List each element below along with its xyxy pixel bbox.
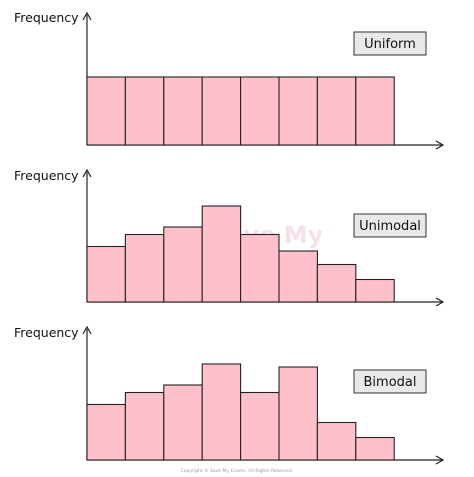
distribution-tag: Bimodal	[364, 375, 417, 390]
y-axis-label: Frequency	[14, 168, 79, 183]
bar-2	[124, 391, 165, 461]
bar-8	[355, 278, 395, 303]
copyright-text: Copyright © Save My Exams. All Rights Re…	[181, 467, 294, 474]
bars	[86, 205, 395, 303]
unimodal-histogram: Frequency Unimodal	[14, 168, 445, 307]
y-axis-label: Frequency	[14, 325, 79, 340]
distribution-tag-box	[353, 369, 427, 394]
bar-6	[278, 366, 318, 461]
y-axis-arrow-icon	[82, 11, 92, 21]
distribution-tag: Unimodal	[359, 219, 421, 234]
bar-1	[86, 245, 126, 303]
distribution-tag: Uniform	[364, 37, 416, 52]
bar-3	[163, 76, 203, 146]
y-axis-label: Frequency	[14, 10, 79, 25]
bar-5	[240, 76, 280, 146]
bar-5	[240, 391, 280, 461]
bimodal-histogram: Frequency Bimodal	[14, 325, 445, 465]
bar-2	[124, 233, 165, 303]
bars	[86, 363, 395, 461]
distribution-tag-box	[353, 213, 427, 238]
x-axis-arrow-icon	[435, 297, 445, 307]
bars	[86, 76, 395, 146]
bar-7	[316, 76, 357, 146]
bar-7	[316, 421, 357, 461]
bar-6	[278, 76, 318, 146]
y-axis-arrow-icon	[82, 325, 92, 335]
distribution-tag-box	[353, 31, 427, 56]
bar-8	[355, 76, 395, 146]
bar-5	[240, 233, 280, 303]
bar-1	[86, 403, 126, 461]
x-axis-arrow-icon	[435, 455, 445, 465]
bar-7	[316, 263, 357, 303]
bar-3	[163, 384, 203, 461]
uniform-histogram: Frequency Uniform	[14, 10, 445, 150]
y-axis-arrow-icon	[82, 168, 92, 178]
bar-4	[201, 205, 242, 303]
bar-3	[163, 226, 203, 303]
bar-6	[278, 250, 318, 303]
bar-1	[86, 76, 126, 146]
bar-2	[124, 76, 165, 146]
x-axis-arrow-icon	[435, 140, 445, 150]
bar-4	[201, 363, 242, 461]
bar-8	[355, 436, 395, 461]
bar-4	[201, 76, 242, 146]
